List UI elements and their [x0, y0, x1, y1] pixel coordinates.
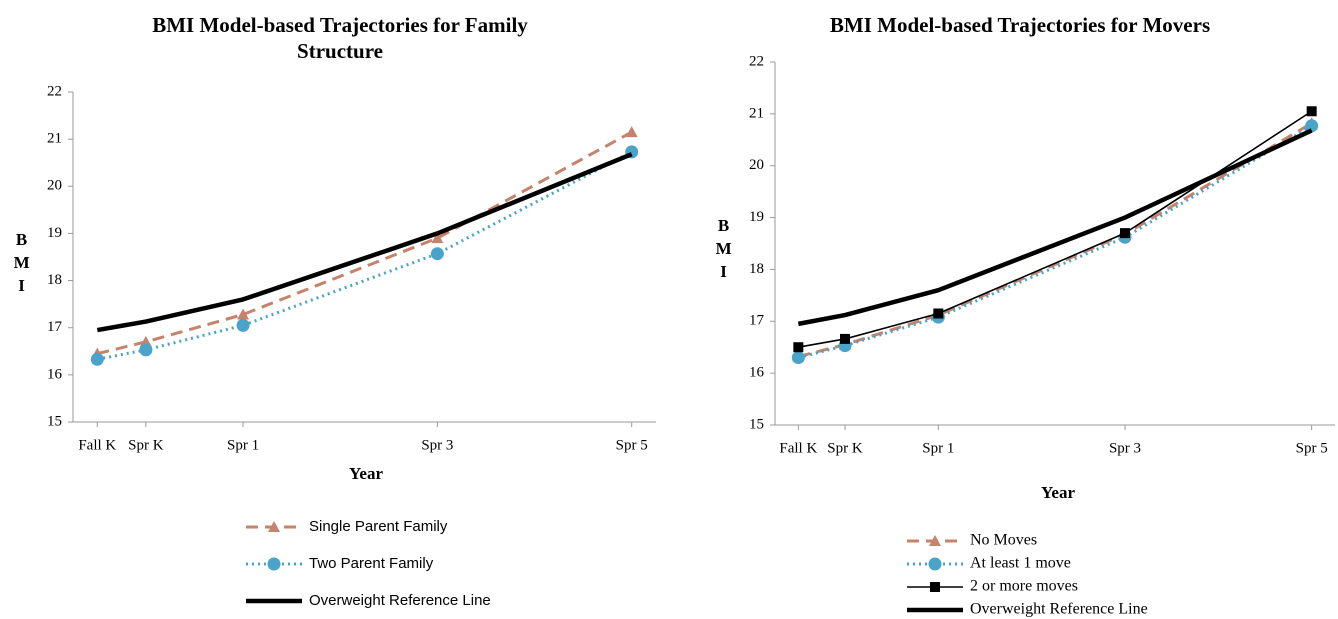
marker	[1120, 228, 1130, 239]
y-tick-label: 19	[749, 209, 764, 225]
x-tick-label: Fall K	[78, 437, 116, 453]
x-axis-title: Year	[349, 464, 383, 483]
marker	[236, 318, 250, 332]
x-tick-label: Fall K	[779, 440, 817, 456]
y-tick-label: 20	[47, 178, 62, 194]
y-tick-label: 17	[749, 313, 765, 329]
x-tick-label: Spr 3	[1109, 440, 1141, 456]
y-tick-label: 17	[47, 319, 63, 335]
y-tick-label: 22	[47, 83, 62, 99]
series-line	[797, 128, 1313, 327]
x-tick-label: Spr 1	[922, 440, 954, 456]
marker	[929, 535, 941, 546]
marker	[268, 521, 280, 532]
x-tick-label: Spr 3	[421, 437, 453, 453]
x-tick-label: Spr K	[128, 437, 164, 453]
legend-label: At least 1 move	[970, 555, 1071, 572]
series-line	[96, 152, 633, 333]
x-axis-title: Year	[1041, 483, 1075, 502]
series-line	[797, 121, 1313, 359]
x-tick-label: Spr 5	[1296, 440, 1328, 456]
y-tick-label: 21	[749, 105, 764, 121]
marker	[1306, 106, 1317, 117]
marker	[431, 232, 444, 244]
y-tick-label: 15	[47, 413, 62, 429]
legend-label: Two Parent Family	[309, 555, 434, 572]
legend-label: Single Parent Family	[309, 518, 448, 535]
y-tick-label: 19	[47, 225, 62, 241]
legend-label: No Moves	[970, 532, 1037, 549]
marker	[793, 342, 804, 353]
marker	[791, 351, 805, 365]
legend-label: Overweight Reference Line	[309, 592, 491, 609]
marker	[237, 308, 250, 320]
series-line	[797, 124, 1313, 360]
marker	[90, 352, 104, 366]
x-tick-label: Spr 1	[227, 437, 259, 453]
chart-title: BMI Model-based Trajectories for Movers	[829, 13, 1211, 37]
y-tick-label: 22	[749, 53, 764, 69]
y-tick-label: 20	[749, 157, 764, 173]
marker	[430, 247, 444, 261]
y-tick-label: 18	[749, 261, 764, 277]
series-line	[798, 110, 1313, 349]
marker	[840, 333, 850, 344]
marker	[267, 557, 281, 571]
x-tick-label: Spr K	[827, 440, 863, 456]
y-tick-label: 21	[47, 131, 62, 147]
y-axis-title: BMI	[714, 216, 733, 285]
x-tick-label: Spr 5	[616, 437, 648, 453]
y-tick-label: 16	[749, 365, 765, 381]
series-line	[97, 150, 633, 361]
marker	[928, 557, 942, 571]
y-axis-title: BMI	[12, 230, 31, 299]
series-line	[96, 130, 633, 356]
marker	[625, 126, 638, 138]
legend-label: 2 or more moves	[970, 578, 1078, 595]
chart-title: BMI Model-based Trajectories for Family …	[152, 13, 528, 63]
y-tick-label: 18	[47, 272, 62, 288]
marker	[139, 343, 153, 357]
y-tick-label: 16	[47, 366, 63, 382]
marker	[1305, 119, 1319, 133]
legend-label: Overweight Reference Line	[970, 601, 1148, 618]
marker	[933, 308, 944, 319]
marker	[930, 582, 940, 592]
y-tick-label: 15	[749, 416, 764, 432]
